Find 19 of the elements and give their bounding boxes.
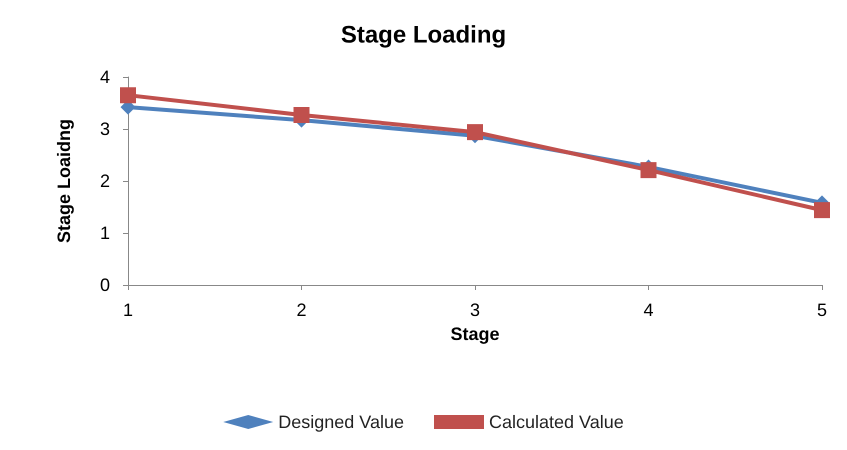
y-tick-label: 1 [100, 223, 110, 243]
y-tick-label: 3 [100, 119, 110, 139]
y-tick-label: 4 [100, 67, 110, 87]
x-tick-label: 3 [470, 300, 480, 320]
point [814, 202, 830, 218]
point [120, 87, 136, 104]
chart-title: Stage Loading [340, 22, 506, 48]
x-axis-title: Stage [450, 324, 500, 344]
point [294, 106, 310, 123]
x-tick-label: 2 [296, 300, 307, 320]
legend-label: Calculated Value [489, 412, 624, 432]
y-tick-label: 0 [100, 275, 110, 295]
x-tick-label: 5 [816, 300, 828, 320]
x-tick-label: 1 [122, 300, 134, 320]
x-tick-label: 4 [643, 300, 654, 320]
point [640, 162, 656, 178]
y-axis-title: Stage Loaidng [54, 118, 74, 244]
legend-label: Designed Value [278, 412, 404, 432]
y-tick-label: 2 [100, 171, 110, 191]
